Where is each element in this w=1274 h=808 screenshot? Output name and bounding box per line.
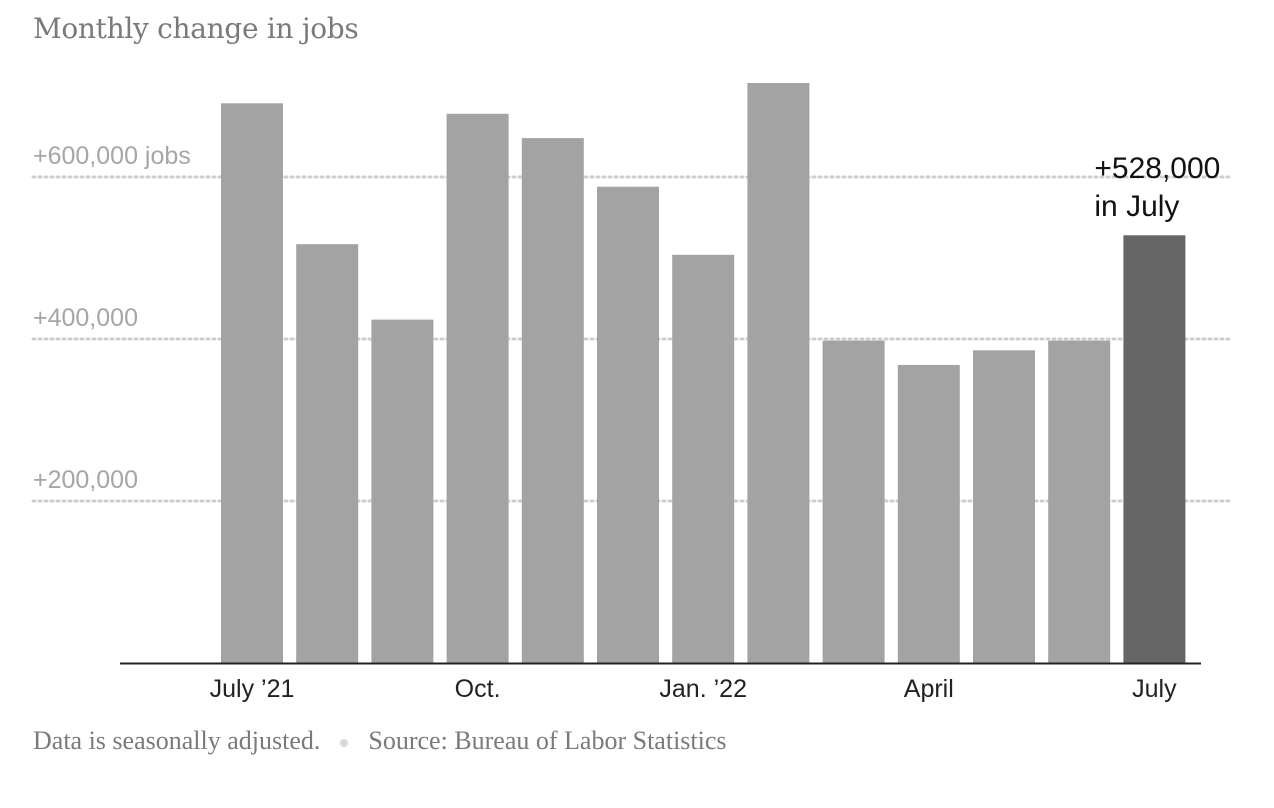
bar-july <box>1123 235 1186 664</box>
bar-feb <box>747 83 810 663</box>
x-tick-label: Oct. <box>455 675 501 703</box>
source-note: Source: Bureau of Labor Statistics <box>368 726 727 755</box>
bar-nov <box>521 138 584 664</box>
y-tick-label: +400,000 <box>33 304 138 332</box>
chart-footer: Data is seasonally adjusted. Source: Bure… <box>33 726 727 756</box>
x-tick-label: April <box>904 675 954 703</box>
y-tick-labels: +200,000 +400,000 +600,000 jobs <box>33 142 191 494</box>
annotation: +528,000 in July <box>1094 152 1220 223</box>
data-note: Data is seasonally adjusted. <box>33 726 321 755</box>
bar-jan-22 <box>672 254 735 664</box>
chart-title: Monthly change in jobs <box>33 12 359 45</box>
y-tick-label: +600,000 jobs <box>33 142 191 170</box>
bar-april <box>897 364 960 663</box>
x-tick-label: July ’21 <box>210 675 295 703</box>
y-tick-label: +200,000 <box>33 466 138 494</box>
bar-march <box>822 340 885 663</box>
x-tick-labels: July ’21 Oct. Jan. ’22 April July <box>210 675 1178 703</box>
bar-july-21 <box>221 103 283 664</box>
bar-june <box>1048 340 1111 663</box>
x-tick-label: Jan. ’22 <box>659 675 747 703</box>
separator-dot <box>340 739 349 748</box>
bar-oct <box>446 113 509 664</box>
bar-dec <box>597 186 659 663</box>
bar-sept <box>371 319 434 663</box>
bar-may <box>973 350 1035 663</box>
annotation-line: +528,000 <box>1094 152 1220 185</box>
x-tick-label: July <box>1132 675 1177 703</box>
annotation-line: in July <box>1094 190 1179 223</box>
bar-aug <box>296 244 359 663</box>
bars <box>221 83 1186 664</box>
